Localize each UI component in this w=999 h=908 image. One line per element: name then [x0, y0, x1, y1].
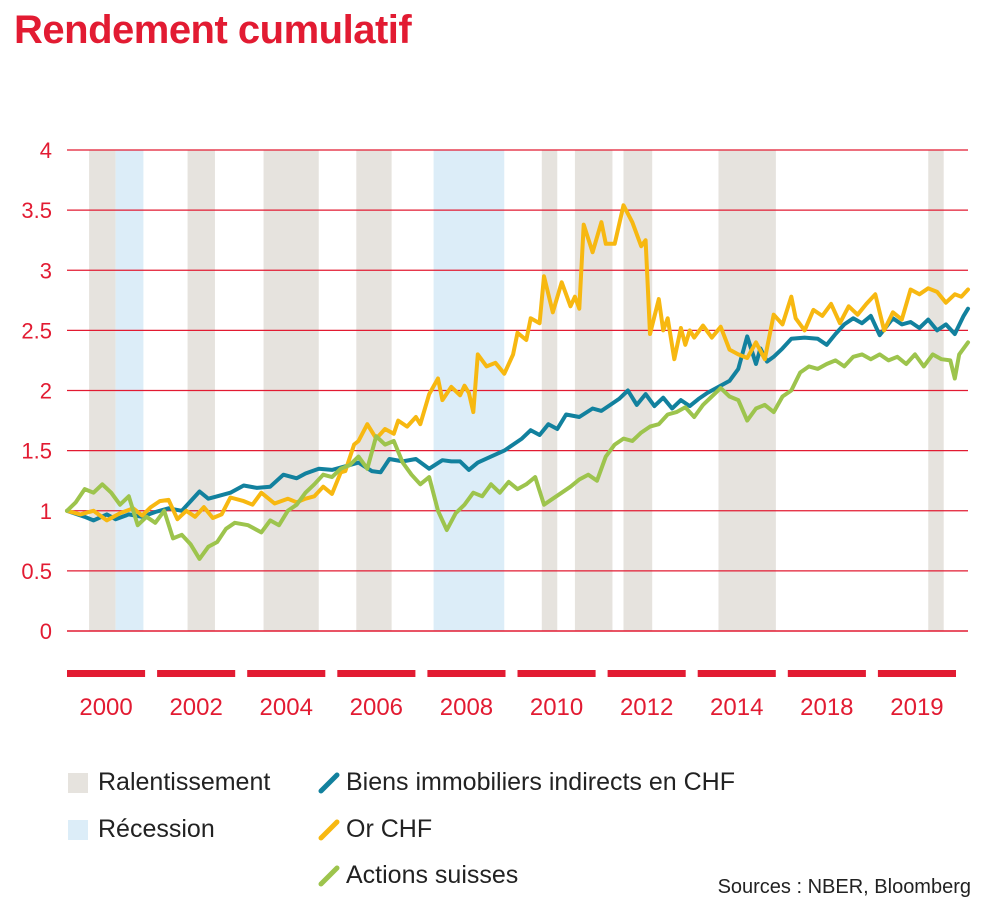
x-axis-segment: [67, 670, 146, 677]
x-tick-label: 2014: [710, 694, 763, 721]
x-tick-label: 2008: [440, 694, 493, 721]
real-estate-line-icon: [318, 772, 340, 793]
y-tick-label: 1: [40, 499, 52, 524]
x-axis-segment: [607, 670, 686, 677]
swiss-stocks-line-icon: [318, 865, 340, 886]
x-tick-label: 2019: [890, 694, 943, 721]
y-tick-label: 3: [40, 258, 52, 283]
legend-label-swiss-stocks: Actions suisses: [346, 861, 519, 889]
x-tick-label: 2002: [169, 694, 222, 721]
y-tick-label: 2: [40, 379, 52, 404]
x-tick-label: 2018: [800, 694, 853, 721]
y-tick-label: 0.5: [21, 559, 52, 584]
chart-title: Rendement cumulatif: [14, 8, 412, 52]
legend-item-slowdown: Ralentissement: [68, 768, 270, 797]
x-axis-segment: [697, 670, 776, 677]
x-axis-segment: [247, 670, 326, 677]
legend-item-swiss-stocks: Actions suisses: [318, 861, 518, 890]
x-tick-label: 2000: [79, 694, 132, 721]
series-layer: [65, 203, 970, 561]
legend-item-real-estate: Biens immobiliers indirects en CHF: [318, 768, 735, 797]
x-axis-segment: [337, 670, 416, 677]
x-axis-segment: [787, 670, 866, 677]
x-tick-label: 2010: [530, 694, 583, 721]
legend-label-real-estate: Biens immobiliers indirects en CHF: [346, 768, 736, 796]
gold-line-icon: [318, 819, 340, 840]
y-tick-labels: 0 0.5 1 1.5 2 2.5 3 3.5 4: [21, 138, 52, 644]
y-tick-label: 2.5: [21, 318, 52, 343]
x-axis-segment: [157, 670, 236, 677]
series-line-1: [65, 203, 970, 523]
y-tick-label: 0: [40, 619, 52, 644]
legend-label-gold: Or CHF: [346, 815, 433, 843]
x-axis: 2000 2002 2004 2006 2008 2010 2012 2014 2018 2019: [67, 670, 956, 721]
series-line-2: [65, 340, 970, 561]
legend-item-recession: Récession: [68, 815, 215, 844]
slowdown-swatch: [68, 772, 88, 793]
x-tick-label: 2006: [350, 694, 403, 721]
x-tick-label: 2004: [260, 694, 313, 721]
legend-label-slowdown: Ralentissement: [98, 768, 271, 796]
grid-layer: [67, 149, 968, 632]
x-axis-segment: [427, 670, 506, 677]
legend-label-recession: Récession: [98, 815, 215, 843]
legend-item-gold: Or CHF: [318, 815, 432, 844]
x-axis-segment: [877, 670, 956, 677]
x-tick-label: 2012: [620, 694, 673, 721]
y-tick-label: 1.5: [21, 439, 52, 464]
y-tick-label: 3.5: [21, 198, 52, 223]
recession-swatch: [68, 819, 88, 840]
sources-note: Sources : NBER, Bloomberg: [717, 876, 971, 898]
y-tick-label: 4: [40, 138, 52, 163]
x-axis-segment: [517, 670, 596, 677]
series-line-0: [65, 306, 970, 523]
